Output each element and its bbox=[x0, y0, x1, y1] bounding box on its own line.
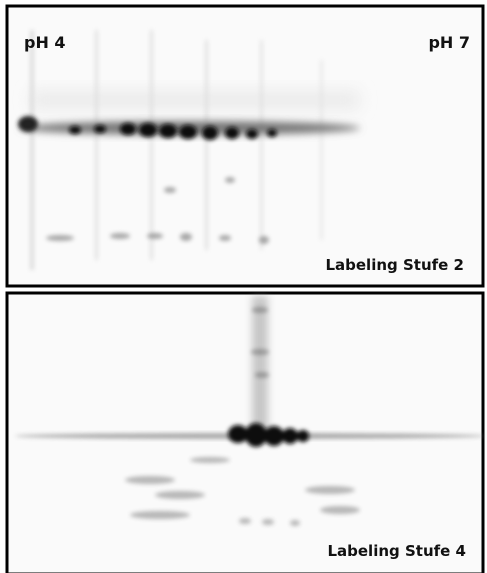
smear bbox=[30, 90, 360, 110]
faint-spots bbox=[125, 457, 360, 526]
vertical-streaks bbox=[30, 30, 323, 270]
faint-spots bbox=[46, 177, 269, 244]
spot-cluster bbox=[228, 423, 309, 447]
ph-label-left: pH 4 bbox=[24, 33, 66, 52]
spot-row bbox=[69, 123, 277, 140]
ph-label-right: pH 7 bbox=[428, 33, 470, 52]
panel-frame bbox=[5, 4, 485, 288]
panel-caption: Labeling Stufe 2 bbox=[325, 256, 464, 274]
streak-spots bbox=[251, 307, 269, 378]
gel-panel-bottom: Labeling Stufe 4 bbox=[5, 291, 485, 573]
panel-caption: Labeling Stufe 4 bbox=[327, 542, 466, 560]
vertical-streak bbox=[252, 296, 268, 436]
spot bbox=[18, 116, 38, 132]
gel-panel-top: pH 4 pH 7 Labeling Stufe 2 bbox=[5, 4, 485, 288]
